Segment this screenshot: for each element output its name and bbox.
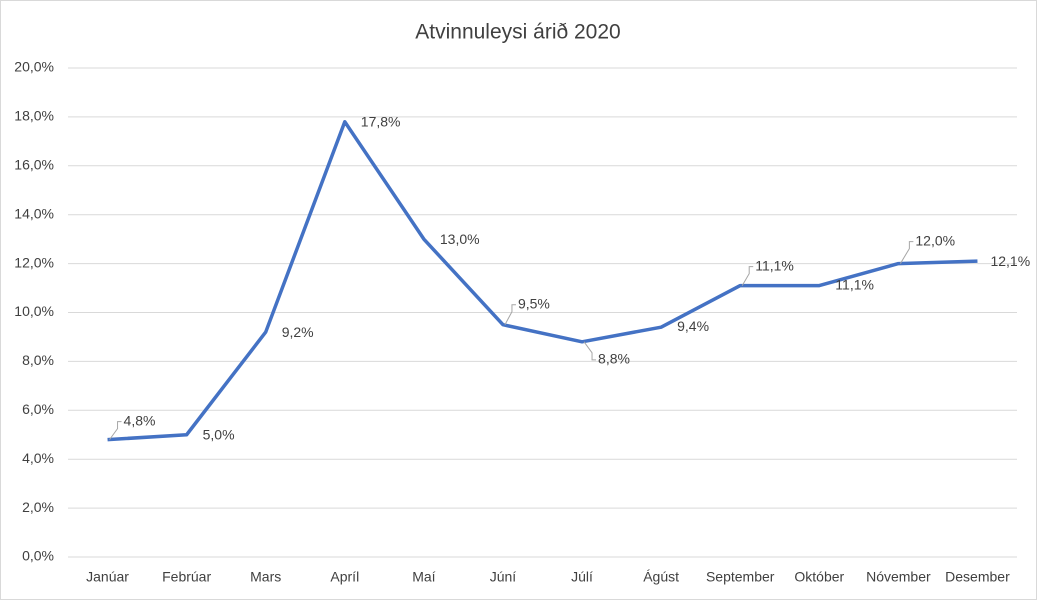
data-label: 11,1% <box>835 276 874 292</box>
x-tick-label: Nóvember <box>866 569 931 585</box>
x-tick-label: September <box>706 569 775 585</box>
chart-title: Atvinnuleysi árið 2020 <box>415 21 620 44</box>
y-tick-label: 4,0% <box>22 450 54 466</box>
y-tick-label: 16,0% <box>14 157 54 173</box>
x-tick-label: Júlí <box>571 569 593 585</box>
data-label: 12,1% <box>990 253 1030 269</box>
x-tick-label: Janúar <box>86 569 129 585</box>
y-tick-label: 20,0% <box>14 59 54 75</box>
data-label: 13,0% <box>440 231 480 247</box>
data-label: 4,8% <box>124 412 156 428</box>
data-label: 17,8% <box>361 113 401 129</box>
label-leader <box>741 266 754 286</box>
y-tick-label: 12,0% <box>14 254 54 270</box>
y-tick-label: 2,0% <box>22 499 54 515</box>
x-tick-label: Febrúar <box>162 569 211 585</box>
data-line <box>107 120 978 442</box>
x-tick-label: Apríl <box>330 569 359 585</box>
x-tick-label: Mars <box>250 569 281 585</box>
data-label: 9,4% <box>677 318 709 334</box>
y-tick-label: 6,0% <box>22 401 54 417</box>
y-tick-label: 14,0% <box>14 205 54 221</box>
x-tick-label: Maí <box>412 569 435 585</box>
data-label: 5,0% <box>203 426 235 442</box>
label-leader <box>109 421 122 440</box>
data-label: 12,0% <box>915 232 955 248</box>
label-leader <box>583 341 597 361</box>
label-leader <box>504 304 516 325</box>
x-tick-label: Desember <box>945 569 1010 585</box>
x-tick-label: Október <box>794 569 844 585</box>
data-label: 8,8% <box>598 351 630 367</box>
y-tick-label: 18,0% <box>14 108 54 124</box>
data-label: 9,2% <box>282 324 314 340</box>
data-label: 9,5% <box>518 295 550 311</box>
y-tick-label: 8,0% <box>22 352 54 368</box>
y-tick-label: 0,0% <box>22 548 54 564</box>
x-tick-label: Júní <box>490 569 517 585</box>
data-label: 11,1% <box>755 257 794 273</box>
x-tick-label: Ágúst <box>643 569 679 585</box>
label-leader <box>899 241 914 264</box>
y-tick-label: 10,0% <box>14 303 54 319</box>
